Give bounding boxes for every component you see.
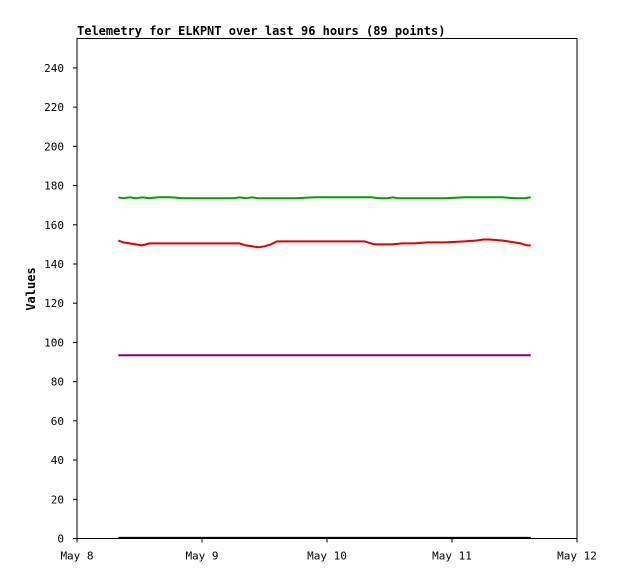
series-group (117, 196, 531, 539)
x-tick-label: May 8 (60, 550, 93, 563)
plot-frame (76, 38, 578, 539)
series-line-1 (118, 196, 531, 200)
y-tick-label: 0 (57, 533, 64, 546)
y-tick-label: 80 (51, 376, 64, 389)
y-tick-label: 180 (44, 180, 64, 193)
y-tick-label: 60 (51, 415, 64, 428)
x-axis: May 8 May 9 May 10 May 11 May 12 (60, 538, 597, 563)
y-tick-label: 200 (44, 140, 64, 153)
y-tick-label: 140 (44, 258, 64, 271)
y-axis-label: Values (24, 267, 38, 310)
y-tick-label: 240 (44, 62, 64, 75)
y-tick-label: 160 (44, 219, 64, 232)
y-tick-label: 20 (51, 493, 64, 506)
x-tick-label: May 9 (185, 550, 218, 563)
chart-title: Telemetry for ELKPNT over last 96 hours … (77, 24, 445, 38)
y-tick-label: 40 (51, 454, 64, 467)
y-axis: 0 20 40 60 80 100 120 140 160 180 200 220 240 (44, 62, 77, 546)
y-tick-label: 220 (44, 101, 64, 114)
y-tick-label: 100 (44, 336, 64, 349)
series-line-2 (117, 238, 531, 249)
x-tick-label: May 11 (432, 550, 472, 563)
x-tick-label: May 10 (307, 550, 347, 563)
y-tick-label: 120 (44, 297, 64, 310)
x-tick-label: May 12 (557, 550, 597, 563)
